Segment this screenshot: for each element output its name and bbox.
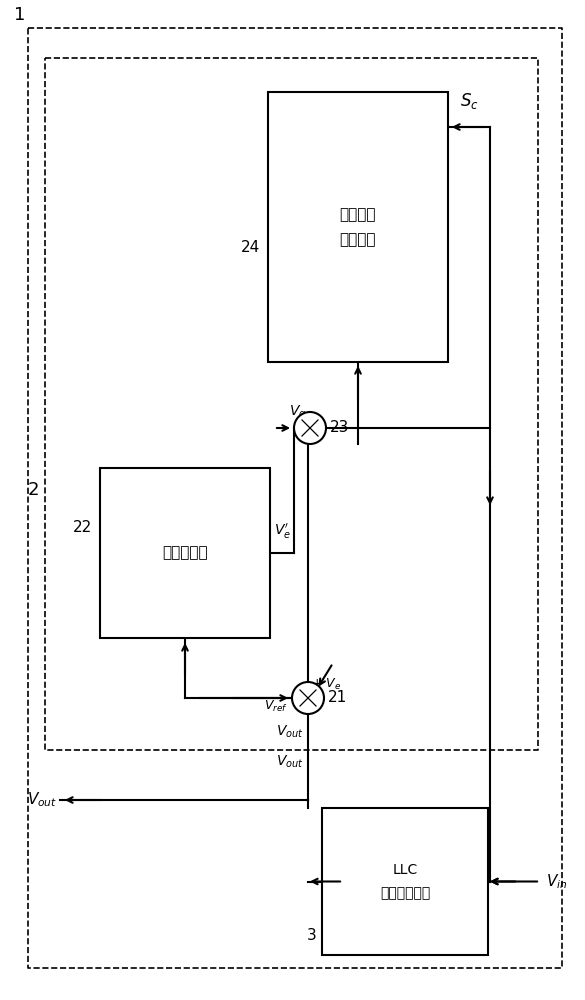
Text: 数字滤波器: 数字滤波器: [162, 546, 208, 560]
Bar: [100, 468, 270, 638]
Text: $V_{in}$: $V_{in}$: [546, 872, 567, 891]
Text: 23: 23: [330, 420, 349, 436]
Text: $V_{out}$: $V_{out}$: [27, 791, 57, 809]
Text: 2: 2: [27, 481, 39, 499]
Text: $-$: $-$: [298, 700, 312, 718]
Bar: [268, 92, 448, 362]
Text: $V_{ref}$: $V_{ref}$: [264, 698, 288, 714]
Text: $S_c$: $S_c$: [460, 91, 479, 111]
Text: LLC
谐振转换电路: LLC 谐振转换电路: [380, 863, 430, 900]
Text: 24: 24: [241, 239, 260, 254]
Text: 3: 3: [307, 928, 317, 942]
Text: $V_{out}$: $V_{out}$: [276, 724, 304, 740]
Text: 1: 1: [14, 6, 25, 24]
Text: $V_e'$: $V_e'$: [274, 522, 291, 541]
Circle shape: [292, 682, 324, 714]
Text: $V_{out}$: $V_{out}$: [276, 754, 304, 770]
Text: $V_g$: $V_g$: [288, 404, 306, 422]
Text: 21: 21: [328, 690, 347, 706]
Text: $+ \ V_e$: $+ \ V_e$: [311, 677, 341, 692]
Text: 电压环路
补偿电路: 电压环路 补偿电路: [340, 207, 376, 247]
Bar: [322, 808, 488, 955]
Circle shape: [294, 412, 326, 444]
Text: 22: 22: [73, 520, 92, 536]
